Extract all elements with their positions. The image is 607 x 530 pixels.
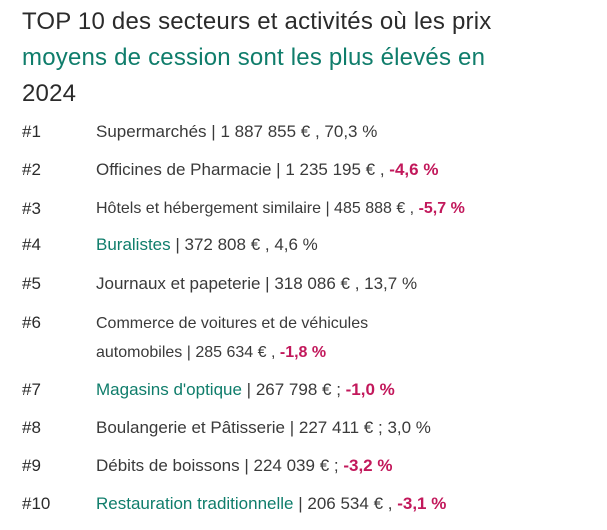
rank-label: #5 xyxy=(22,274,41,293)
item-price: 1 235 195 € xyxy=(285,160,376,179)
joiner: ; xyxy=(329,456,344,475)
item-name: Supermarchés xyxy=(96,122,207,141)
page-title: TOP 10 des secteurs et activités où les … xyxy=(22,4,592,112)
separator: | xyxy=(293,494,308,513)
separator: | xyxy=(239,456,254,475)
item-change: -4,6 % xyxy=(389,160,439,179)
item-price: 267 798 € xyxy=(255,380,332,399)
separator: | xyxy=(182,344,196,361)
joiner: , xyxy=(405,200,419,217)
joiner: , xyxy=(260,235,275,254)
title-line-1: TOP 10 des secteurs et activités où les … xyxy=(22,8,492,35)
rank-label: #9 xyxy=(22,456,41,475)
item-price: 485 888 € xyxy=(334,200,406,217)
item-text: Hôtels et hébergement similaire | 485 88… xyxy=(96,195,596,223)
item-price: 206 534 € xyxy=(307,494,384,513)
item-change: 3,0 % xyxy=(387,418,431,437)
joiner: , xyxy=(349,274,365,293)
item-text: Buralistes | 372 808 € , 4,6 % xyxy=(96,231,596,259)
item-change: -3,2 % xyxy=(343,456,393,475)
item-name: Journaux et papeterie xyxy=(96,274,261,293)
separator: | xyxy=(206,122,221,141)
item-change: -5,7 % xyxy=(418,200,465,217)
item-text: Restauration traditionnelle | 206 534 € … xyxy=(96,490,596,518)
item-name: Officines de Pharmacie xyxy=(96,160,272,179)
item-change: -1,8 % xyxy=(279,344,327,361)
item-text: Officines de Pharmacie | 1 235 195 € , -… xyxy=(96,156,596,184)
rank-label: #3 xyxy=(22,199,41,218)
rank-label: #10 xyxy=(22,494,51,513)
rank-label: #7 xyxy=(22,380,41,399)
title-line-2: moyens de cession sont les plus élevés e… xyxy=(22,44,486,71)
item-price: 1 887 855 € xyxy=(220,122,311,141)
item-text: Débits de boissons | 224 039 € ; -3,2 % xyxy=(96,452,596,480)
joiner: , xyxy=(375,160,390,179)
separator: | xyxy=(170,235,185,254)
list-item: #6 Commerce de voitures et de véhicules … xyxy=(22,309,602,369)
rank-label: #6 xyxy=(22,313,41,332)
title-line-3: 2024 xyxy=(22,80,77,107)
joiner: , xyxy=(266,344,280,361)
item-name: Boulangerie et Pâtisserie xyxy=(96,418,286,437)
separator: | xyxy=(321,200,335,217)
item-text: Journaux et papeterie | 318 086 € , 13,7… xyxy=(96,270,596,298)
joiner: , xyxy=(310,122,325,141)
item-name-line-1: Commerce de voitures et de véhicules xyxy=(96,315,369,332)
joiner: ; xyxy=(331,380,346,399)
item-name: Hôtels et hébergement similaire xyxy=(96,200,321,217)
separator: | xyxy=(260,274,275,293)
item-name: Magasins d'optique xyxy=(96,380,242,399)
item-change: -3,1 % xyxy=(397,494,447,513)
item-change: -1,0 % xyxy=(345,380,395,399)
item-name: Débits de boissons xyxy=(96,456,240,475)
item-price: 224 039 € xyxy=(253,456,330,475)
joiner: ; xyxy=(373,418,388,437)
item-price: 227 411 € xyxy=(298,418,374,437)
rank-label: #2 xyxy=(22,160,41,179)
rank-label: #8 xyxy=(22,418,41,437)
item-text: Magasins d'optique | 267 798 € ; -1,0 % xyxy=(96,376,596,404)
separator: | xyxy=(241,380,256,399)
separator: | xyxy=(285,418,299,437)
joiner: , xyxy=(383,494,398,513)
item-change: 13,7 % xyxy=(364,274,418,293)
item-name-line-2: automobiles xyxy=(96,344,183,361)
item-text: Commerce de voitures et de véhicules aut… xyxy=(96,309,596,367)
item-change: 4,6 % xyxy=(274,235,318,254)
item-text: Supermarchés | 1 887 855 € , 70,3 % xyxy=(96,118,596,146)
item-name: Restauration traditionnelle xyxy=(96,494,294,513)
item-price: 285 634 € xyxy=(195,344,267,361)
item-price: 372 808 € xyxy=(184,235,261,254)
item-price: 318 086 € xyxy=(274,274,350,293)
item-name: Buralistes xyxy=(96,235,171,254)
separator: | xyxy=(271,160,286,179)
item-change: 70,3 % xyxy=(324,122,378,141)
item-text: Boulangerie et Pâtisserie | 227 411 € ; … xyxy=(96,414,596,442)
rank-label: #4 xyxy=(22,235,41,254)
rank-label: #1 xyxy=(22,122,41,141)
